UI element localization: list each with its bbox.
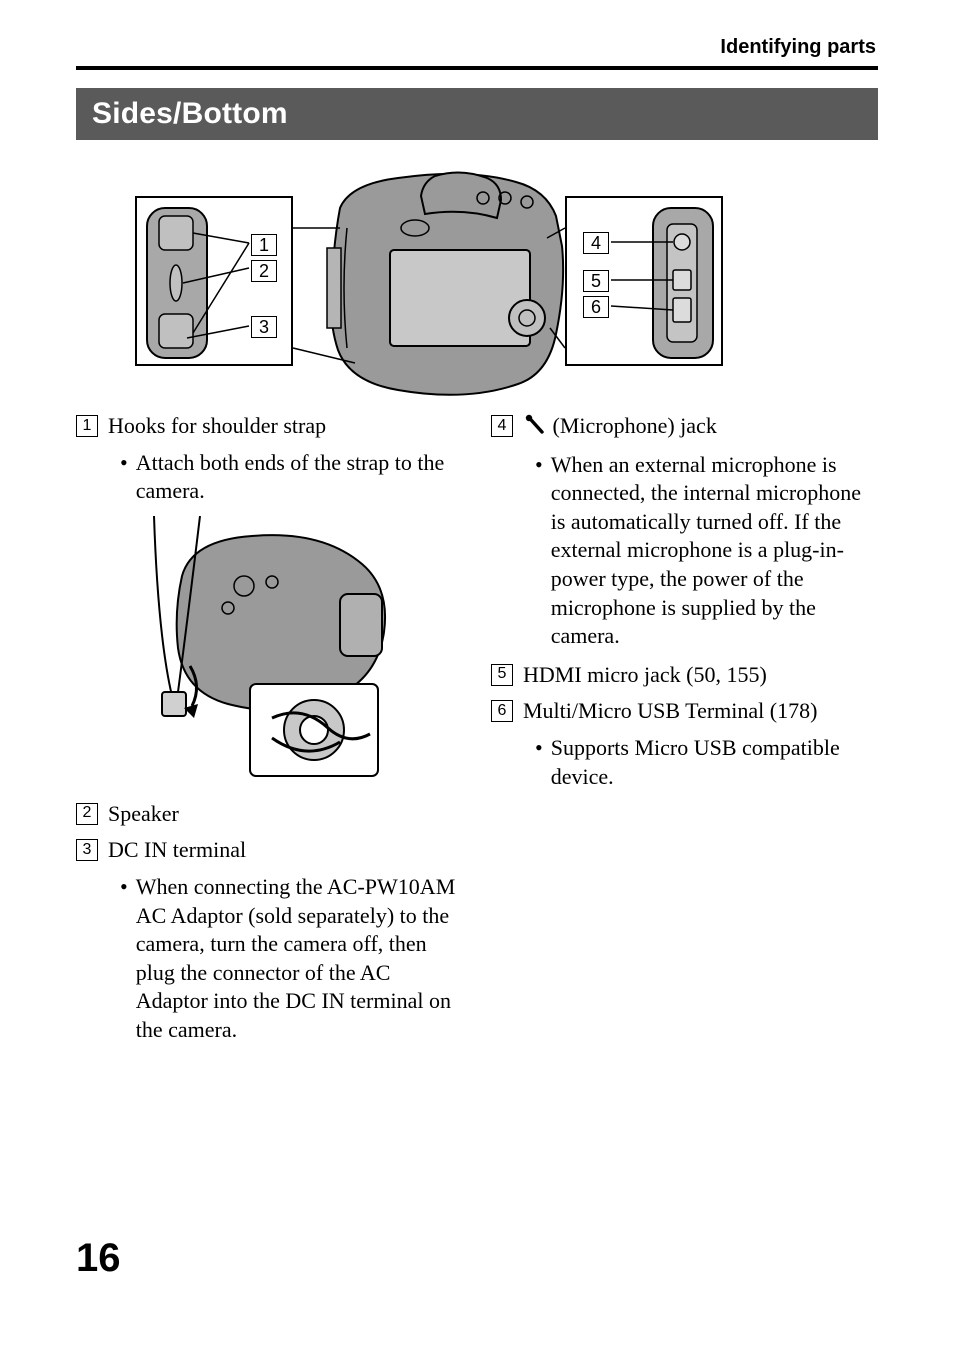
- section-title-bar: Sides/Bottom: [76, 88, 878, 140]
- page-number: 16: [76, 1236, 121, 1281]
- callout-4: 4: [583, 232, 609, 254]
- callout-3: 3: [251, 316, 277, 338]
- diagram-right-panel: 4 5 6: [565, 196, 723, 366]
- item-6-label: Multi/Micro USB Terminal (178): [523, 697, 878, 726]
- bullet-dot: •: [120, 873, 128, 1045]
- item-4: 4 (Microphone) jack: [491, 412, 878, 443]
- item-4-bullet: • When an external microphone is connect…: [535, 451, 878, 651]
- item-6-bullet-text: Supports Micro USB compatible device.: [551, 734, 878, 791]
- page: Identifying parts Sides/Bottom: [0, 0, 954, 1345]
- callout-5: 5: [583, 270, 609, 292]
- parts-diagram: 1 2 3 4 5 6: [135, 168, 815, 398]
- item-2: 2 Speaker: [76, 800, 463, 829]
- item-1-bullet: • Attach both ends of the strap to the c…: [120, 449, 463, 506]
- bullet-dot: •: [535, 734, 543, 791]
- bullet-dot: •: [120, 449, 128, 506]
- item-4-bullet-text: When an external microphone is connected…: [551, 451, 878, 651]
- content-columns: 1 Hooks for shoulder strap • Attach both…: [76, 412, 878, 1055]
- diagram-left-panel: 1 2 3: [135, 196, 293, 366]
- header-rule: [76, 66, 878, 70]
- header-section-label: Identifying parts: [720, 36, 876, 59]
- section-title-text: Sides/Bottom: [92, 97, 288, 131]
- item-1: 1 Hooks for shoulder strap: [76, 412, 463, 441]
- item-number-box: 1: [76, 415, 98, 437]
- microphone-icon: [523, 413, 545, 443]
- strap-attachment-figure: [132, 516, 402, 786]
- item-number-box: 3: [76, 839, 98, 861]
- left-panel-svg: [137, 198, 295, 368]
- item-4-label-text: (Microphone) jack: [553, 413, 717, 438]
- right-column: 4 (Microphone) jack • When an external m…: [491, 412, 878, 1055]
- item-number-box: 6: [491, 700, 513, 722]
- item-6-bullet: • Supports Micro USB compatible device.: [535, 734, 878, 791]
- item-2-label: Speaker: [108, 800, 463, 829]
- item-5-label: HDMI micro jack (50, 155): [523, 661, 878, 690]
- left-column: 1 Hooks for shoulder strap • Attach both…: [76, 412, 463, 1055]
- item-5: 5 HDMI micro jack (50, 155): [491, 661, 878, 690]
- item-3-bullet: • When connecting the AC-PW10AM AC Adapt…: [120, 873, 463, 1045]
- item-number-box: 4: [491, 415, 513, 437]
- item-3-bullet-text: When connecting the AC-PW10AM AC Adaptor…: [136, 873, 463, 1045]
- callout-2: 2: [251, 260, 277, 282]
- item-1-bullet-text: Attach both ends of the strap to the cam…: [136, 449, 463, 506]
- bullet-dot: •: [535, 451, 543, 651]
- item-number-box: 2: [76, 803, 98, 825]
- callout-1: 1: [251, 234, 277, 256]
- item-3-label: DC IN terminal: [108, 836, 463, 865]
- item-number-box: 5: [491, 664, 513, 686]
- item-3: 3 DC IN terminal: [76, 836, 463, 865]
- item-4-label: (Microphone) jack: [523, 412, 878, 443]
- item-6: 6 Multi/Micro USB Terminal (178): [491, 697, 878, 726]
- callout-6: 6: [583, 296, 609, 318]
- item-1-label: Hooks for shoulder strap: [108, 412, 463, 441]
